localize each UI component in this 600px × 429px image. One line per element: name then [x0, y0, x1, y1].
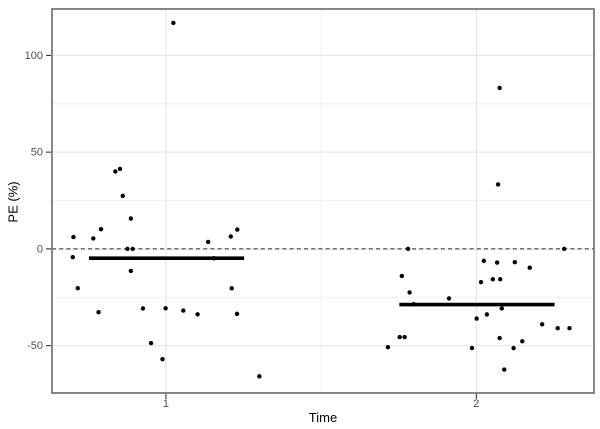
data-point-time-2	[498, 277, 503, 282]
data-point-time-1	[181, 308, 186, 313]
data-point-time-1	[96, 309, 101, 315]
data-point-time-1	[125, 246, 130, 252]
data-point-time-2	[561, 246, 567, 252]
data-point-time-2	[499, 306, 505, 311]
data-point-time-2	[469, 345, 475, 351]
data-point-time-2	[478, 279, 484, 285]
data-point-time-1	[117, 166, 123, 172]
data-point-time-1	[130, 246, 135, 252]
data-point-time-1	[234, 311, 240, 317]
data-point-time-2	[484, 312, 490, 317]
data-point-time-2	[474, 316, 479, 321]
data-point-time-1	[160, 356, 165, 362]
x-tick-label: 1	[163, 398, 169, 410]
data-point-time-1	[128, 216, 134, 221]
data-point-time-2	[490, 277, 496, 282]
data-point-time-2	[520, 339, 525, 344]
data-point-time-1	[91, 236, 96, 241]
y-tick-label: -50	[27, 340, 43, 352]
data-point-time-1	[171, 20, 176, 26]
data-point-time-2	[397, 334, 402, 340]
data-point-time-2	[411, 302, 416, 307]
data-point-time-2	[555, 325, 560, 331]
data-point-time-1	[113, 169, 118, 174]
x-tick-label: 2	[473, 398, 479, 410]
data-point-time-1	[195, 312, 200, 317]
data-point-time-1	[70, 254, 75, 260]
data-point-time-1	[211, 256, 217, 261]
data-point-time-2	[446, 296, 452, 301]
data-point-time-2	[497, 85, 502, 91]
data-point-time-2	[502, 367, 507, 372]
data-point-time-1	[71, 234, 76, 240]
x-axis-title: Time	[308, 410, 338, 425]
data-point-time-2	[481, 258, 486, 264]
y-tick-label: 100	[25, 50, 43, 62]
data-point-time-1	[140, 306, 146, 311]
data-point-time-1	[205, 239, 211, 245]
data-point-time-1	[235, 227, 240, 232]
data-point-time-2	[407, 290, 412, 295]
data-point-time-2	[512, 260, 518, 265]
data-point-time-2	[495, 182, 501, 187]
data-point-time-1	[98, 226, 104, 232]
data-point-time-2	[567, 325, 572, 331]
data-point-time-2	[402, 334, 407, 340]
data-point-time-2	[494, 260, 500, 265]
data-point-time-2	[385, 344, 391, 350]
data-point-time-2	[511, 345, 516, 351]
data-point-time-2	[405, 246, 411, 252]
data-point-time-1	[228, 234, 234, 239]
panel-border	[51, 8, 595, 394]
data-point-time-2	[497, 335, 502, 341]
data-point-time-1	[128, 268, 134, 274]
data-point-time-2	[399, 273, 405, 279]
data-point-time-1	[163, 306, 168, 311]
data-point-time-1	[75, 285, 80, 291]
data-point-time-1	[120, 193, 125, 199]
y-axis-title: PE (%)	[5, 181, 21, 223]
data-point-time-1	[148, 340, 154, 346]
y-tick-label: 50	[31, 147, 43, 159]
data-point-time-2	[527, 265, 532, 270]
data-point-time-2	[539, 322, 545, 327]
data-point-time-1	[257, 374, 262, 379]
y-tick-label: 0	[37, 243, 43, 255]
data-point-time-1	[229, 286, 234, 291]
